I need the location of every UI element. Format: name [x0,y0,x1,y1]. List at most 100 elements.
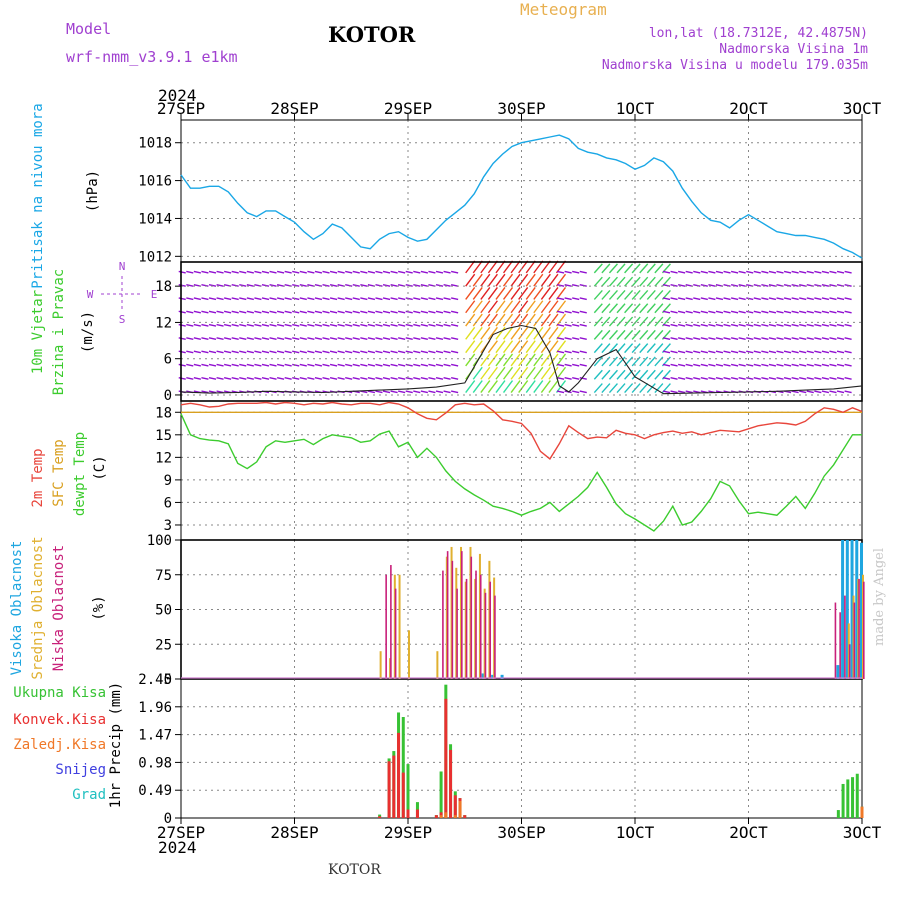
dewpt-axis-title: dewpt Temp [72,432,88,516]
wind-vector [821,270,830,274]
wind-vector [246,283,254,287]
wind-vector [223,377,232,380]
wind-vector [631,383,641,394]
wind-vector [307,363,315,367]
wind-vector [186,377,194,380]
wind-vector [443,323,451,327]
wind-vector [487,313,498,327]
wind-vector [783,363,792,367]
wind-vector [700,310,708,314]
wind-vector [715,337,724,341]
wind-vector [746,270,754,274]
wind-vector [518,326,529,340]
wind-vector [390,337,398,341]
high-cloud-bar [500,674,504,679]
wind-vector [518,366,529,380]
conv-rain-bar [434,815,438,818]
wind-vector [525,380,536,393]
wind-vector [518,313,529,327]
wind-vector [730,377,739,380]
wind-vector [502,287,514,300]
wind-vector [193,297,202,301]
wind-vector [352,310,360,314]
wind-vector [670,283,678,287]
wind-vector [639,329,649,340]
wind-vector [208,297,217,301]
wind-vector [654,303,664,314]
wind-vector [829,337,837,341]
wind-vector [450,310,459,314]
temp2m-series-line [180,401,863,460]
wind-vector [495,340,506,354]
wind-vector [746,323,754,327]
wind-vector [246,270,254,274]
wind-vector [276,310,285,314]
low-cloud-bar [461,551,463,679]
conv-rain-bar [397,732,401,818]
wind-vector [761,377,769,380]
wind-vector [413,310,421,314]
wind-vector [239,270,247,274]
time-tick-label-bottom: 1OCT [616,823,655,842]
precip-legend-label: Snijeg [55,762,106,778]
wind-vector [814,283,822,287]
wind-vector [502,300,514,314]
wind-vector [540,380,551,393]
wind-vector [783,350,792,354]
wind-vector [548,380,559,393]
wind-vector [799,270,807,274]
wind-vector [646,316,656,327]
wind-vector [193,310,202,314]
sfc-temp-axis-title: SFC Temp [51,439,67,506]
wind-vector [631,369,641,380]
wind-vector [420,310,429,314]
wind-vector [398,323,406,327]
wind-vector [269,363,277,367]
wind-vector [502,353,514,367]
wind-vector [844,283,852,287]
wind-vector [487,260,498,274]
high-cloud-axis-title: Visoka Oblacnost [9,541,25,676]
wind-vector [329,377,338,380]
wind-vector [836,350,845,354]
wind-vector [624,303,634,314]
wind-vector [791,270,799,274]
wind-vector [776,297,784,301]
wind-vector [314,323,323,327]
wind-vector [390,350,398,354]
wind-vector [360,297,368,301]
wind-vector [443,310,451,314]
wind-vector [329,297,338,301]
y-tick-label: 1014 [138,211,172,227]
wind-vector [510,326,521,340]
wind-vector [608,356,618,367]
year-label-top: 2024 [158,86,197,105]
low-cloud-bar [858,578,860,679]
wind-vector [299,310,307,314]
wind-vector [799,390,807,394]
wind-vector [367,363,376,367]
wind-vector [345,377,353,380]
wind-vector [829,297,837,301]
wind-vector [525,300,536,314]
wind-vector [616,276,626,287]
pressure-axis-title: Pritisak na nivou mora [30,103,46,288]
low-cloud-bar [451,560,454,679]
wind-vector [700,323,708,327]
wind-vector [360,363,368,367]
wind-vector [533,380,544,393]
wind-vector [465,287,476,300]
wind-vector [231,363,239,367]
wind-vector [375,310,383,314]
wind-vector [844,350,852,354]
wind-vector [352,283,360,287]
wind-vector [608,263,618,274]
wind-vector [836,337,845,341]
wind-vector [799,323,807,327]
wind-vector [700,363,708,367]
wind-vector [284,323,292,327]
wind-vector [428,337,436,341]
wind-vector [435,337,444,341]
wind-vector [480,353,491,367]
wind-vector [487,353,498,367]
